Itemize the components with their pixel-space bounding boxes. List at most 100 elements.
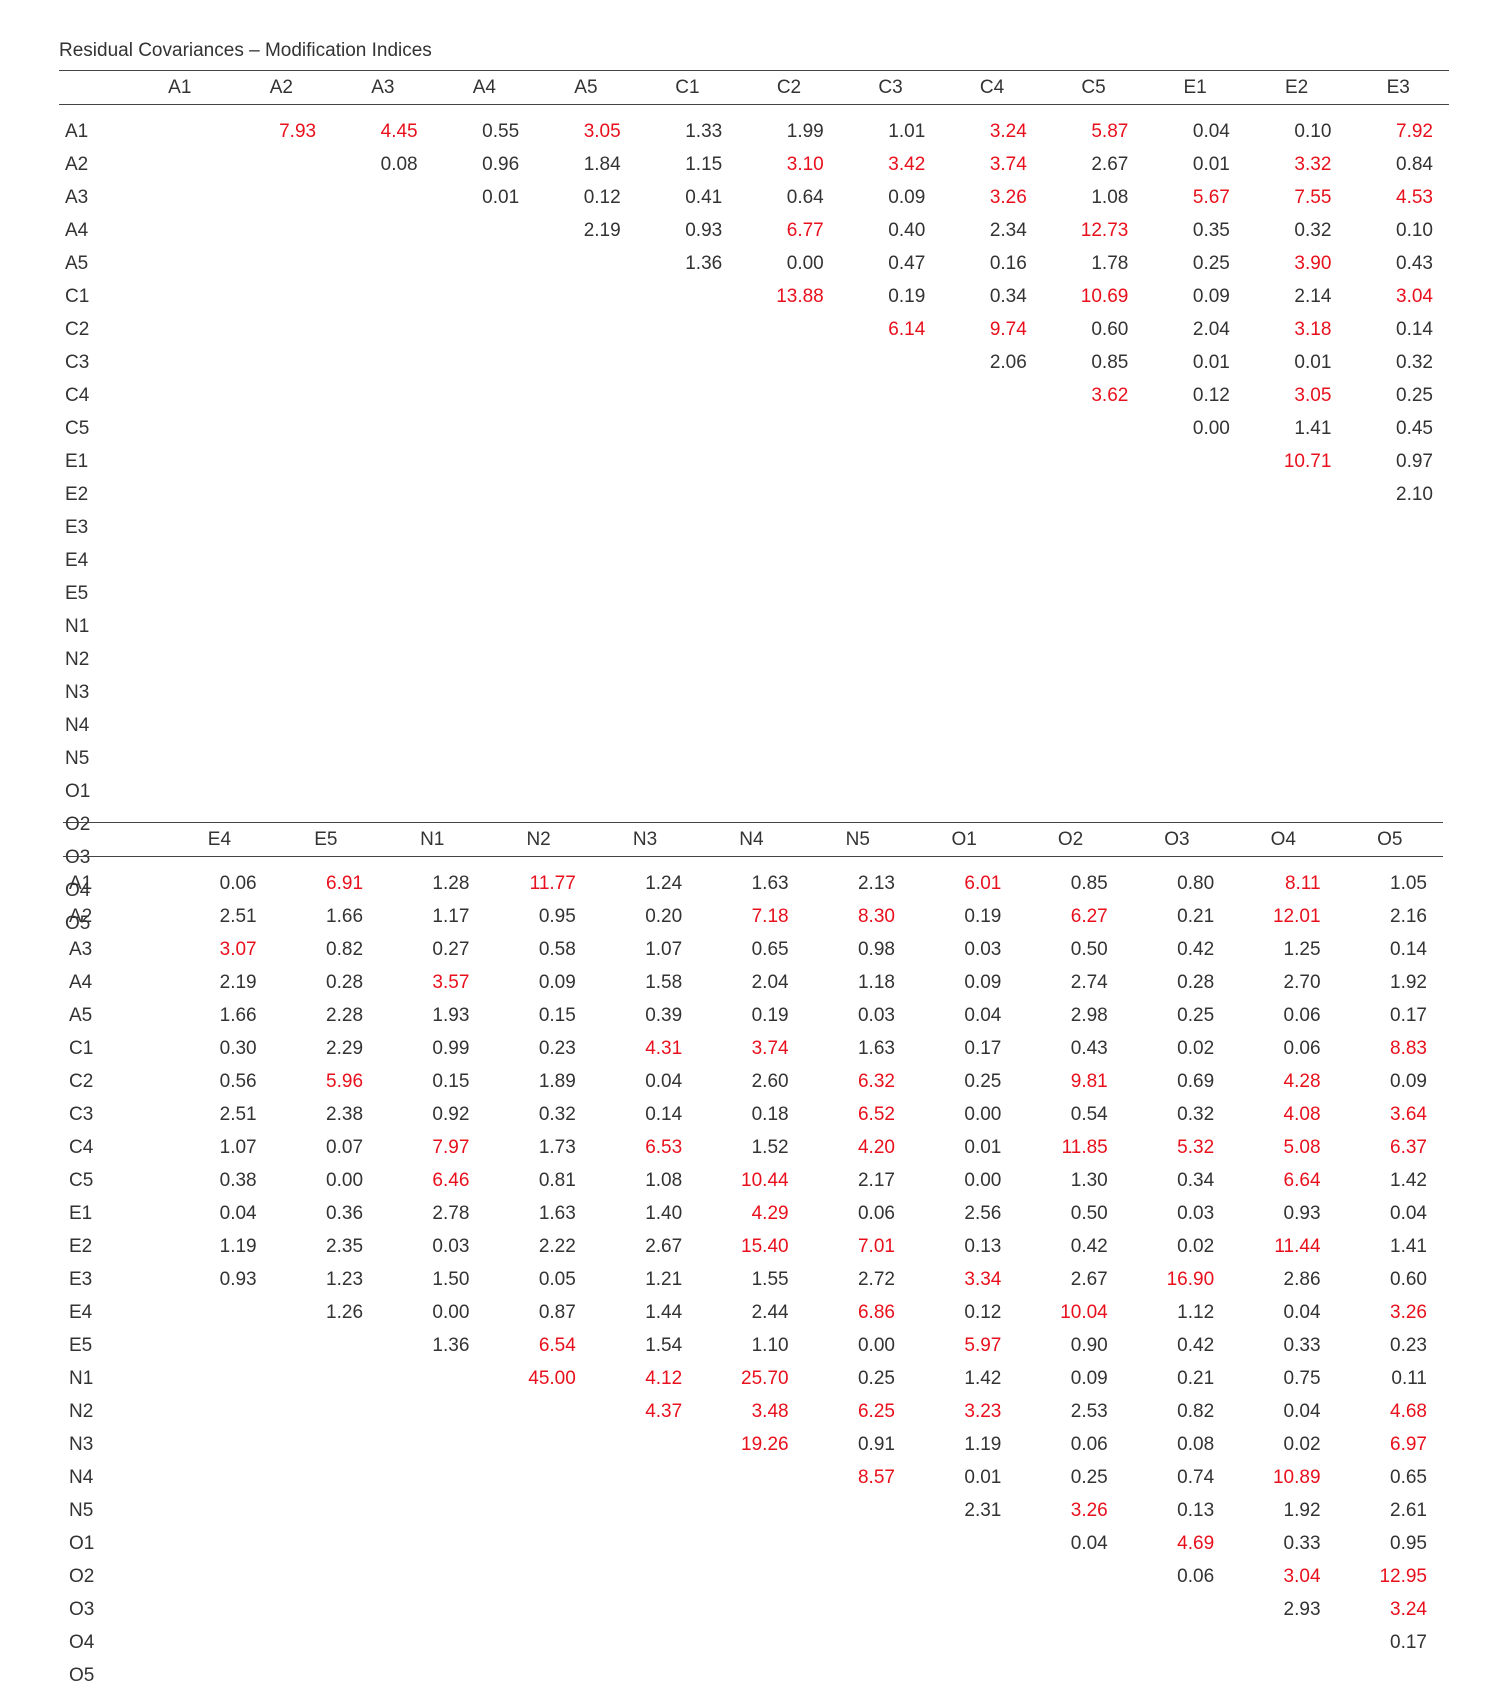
table-cell — [1347, 511, 1449, 544]
table-cell — [1347, 577, 1449, 610]
table-row: N4 8.57 0.01 0.25 0.74 10.89 0.65 — [63, 1461, 1443, 1494]
column-header-o1: O1 — [910, 822, 1018, 857]
table-cell — [637, 511, 739, 544]
table-cell — [1043, 478, 1145, 511]
table-cell: 0.20 — [645, 905, 683, 927]
row-label: O1 — [65, 780, 91, 802]
table-cell — [129, 445, 231, 478]
table-cell — [332, 379, 434, 412]
table-cell: 0.28 — [326, 971, 364, 993]
table-cell: 0.42 — [1177, 938, 1215, 960]
table-cell: 0.95 — [1390, 1532, 1427, 1554]
table-cell: 7.18 — [751, 905, 789, 927]
table-cell: 0.08 — [1177, 1433, 1215, 1455]
row-label: A1 — [65, 120, 89, 142]
table-cell: 1.08 — [645, 1169, 683, 1191]
table-row: C3 2.06 0.85 0.01 0.01 0.32 — [59, 346, 1449, 379]
table-cell — [1246, 676, 1348, 709]
table-cell — [840, 775, 942, 808]
table-cell — [129, 643, 231, 676]
table-cell: 0.32 — [1294, 219, 1332, 241]
table-cell: 0.25 — [1192, 252, 1230, 274]
table-cell — [805, 1593, 911, 1626]
table-cell: 1.05 — [1390, 872, 1427, 894]
table-cell: 0.50 — [1070, 938, 1108, 960]
table-cell — [332, 313, 434, 346]
table-cell: 4.20 — [857, 1136, 895, 1158]
table-cell — [637, 610, 739, 643]
table-cell: 7.01 — [857, 1235, 895, 1257]
row-label: N2 — [69, 1400, 94, 1422]
table-cell: 1.58 — [645, 971, 683, 993]
table-cell: 0.33 — [1283, 1532, 1321, 1554]
table-cell — [805, 1626, 911, 1659]
table-cell: 0.25 — [1177, 1004, 1215, 1026]
table-cell: 0.91 — [857, 1433, 895, 1455]
table-cell: 6.01 — [964, 872, 1002, 894]
table-cell — [485, 1659, 591, 1692]
row-label: O4 — [69, 1631, 95, 1653]
table-cell: 9.74 — [989, 318, 1027, 340]
table-cell: 1.41 — [1390, 1235, 1427, 1257]
table-cell: 9.81 — [1070, 1070, 1108, 1092]
table-cell: 0.55 — [482, 120, 520, 142]
table-cell: 3.26 — [1390, 1301, 1427, 1323]
table-cell: 1.01 — [888, 120, 926, 142]
table-cell — [941, 445, 1043, 478]
column-header-a5: A5 — [535, 70, 637, 105]
table-cell: 0.41 — [685, 186, 723, 208]
table-cell: 0.00 — [964, 1103, 1002, 1125]
row-label: E2 — [65, 483, 89, 505]
table-cell — [231, 247, 333, 280]
table-cell — [379, 1626, 485, 1659]
column-header-n1: N1 — [379, 822, 486, 857]
table-cell — [129, 247, 231, 280]
table-cell — [166, 1428, 272, 1461]
table-cell: 2.67 — [1091, 153, 1129, 175]
table-cell — [434, 709, 536, 742]
table-cell: 2.04 — [751, 971, 789, 993]
table-cell: 2.31 — [964, 1499, 1002, 1521]
table-row: O1 0.04 4.69 0.33 0.95 — [63, 1527, 1443, 1560]
table-cell — [332, 412, 434, 445]
table-cell — [434, 379, 536, 412]
table-cell — [1144, 610, 1246, 643]
column-header-e5: E5 — [272, 822, 380, 857]
table-cell: 0.34 — [989, 285, 1027, 307]
table-cell — [434, 412, 536, 445]
table-row: N1 45.00 4.12 25.70 0.25 1.42 0.09 0.21 0.75 0.11 — [63, 1362, 1443, 1395]
table-cell — [1144, 511, 1246, 544]
table-cell — [738, 676, 840, 709]
table-cell: 7.97 — [432, 1136, 470, 1158]
table-cell: 0.05 — [538, 1268, 576, 1290]
table-cell: 2.19 — [219, 971, 257, 993]
table-row: N2 — [59, 643, 1449, 676]
row-label: O1 — [69, 1532, 95, 1554]
table-cell — [434, 445, 536, 478]
table-cell: 0.01 — [1192, 351, 1230, 373]
table-cell: 2.14 — [1294, 285, 1332, 307]
table-cell: 0.18 — [751, 1103, 789, 1125]
table-cell — [434, 346, 536, 379]
table-cell: 0.06 — [1177, 1565, 1215, 1587]
table-cell: 3.24 — [989, 120, 1027, 142]
table-cell: 3.07 — [219, 938, 257, 960]
table-cell — [941, 379, 1043, 412]
table-cell: 2.16 — [1390, 905, 1427, 927]
row-label: C3 — [65, 351, 90, 373]
table-cell — [231, 181, 333, 214]
table-cell — [129, 775, 231, 808]
table-cell — [1347, 709, 1449, 742]
table-cell: 1.99 — [786, 120, 824, 142]
table-cell: 0.21 — [1177, 905, 1215, 927]
table-cell — [273, 1560, 379, 1593]
table-cell: 0.03 — [857, 1004, 895, 1026]
table-row: O1 — [59, 775, 1449, 808]
table-cell: 2.10 — [1396, 483, 1433, 505]
table-cell — [129, 709, 231, 742]
table-cell — [1017, 1593, 1123, 1626]
table-cell — [911, 1527, 1017, 1560]
row-label: E5 — [69, 1334, 93, 1356]
table-cell — [535, 643, 637, 676]
table-cell: 4.29 — [751, 1202, 789, 1224]
